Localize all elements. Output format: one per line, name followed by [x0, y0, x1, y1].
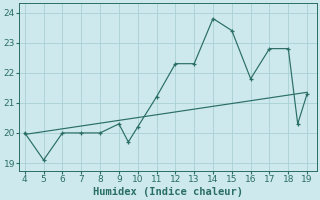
X-axis label: Humidex (Indice chaleur): Humidex (Indice chaleur)	[93, 186, 243, 197]
